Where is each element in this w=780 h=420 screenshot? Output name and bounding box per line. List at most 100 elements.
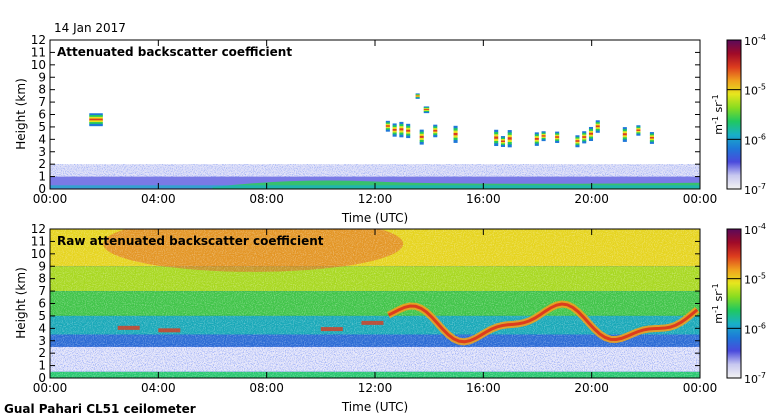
- cloud-cell: [595, 125, 600, 128]
- cloud-cell: [423, 106, 430, 108]
- x-tick-label: 04:00: [141, 192, 176, 206]
- cloud-cell: [582, 132, 587, 136]
- cloud-cell: [507, 139, 512, 143]
- x-axis-label-bottom: Time (UTC): [341, 400, 408, 414]
- cloud-cell: [541, 132, 546, 135]
- cloud-cell: [622, 137, 627, 140]
- cloud-cell: [588, 126, 594, 130]
- cloud-cell: [433, 128, 438, 131]
- y-tick-label: 5: [38, 120, 46, 134]
- cloud-cell: [406, 129, 411, 133]
- colorbar-tick-label: 10-5: [744, 272, 766, 287]
- x-tick-label: 00:00: [683, 192, 718, 206]
- date-label: 14 Jan 2017: [54, 21, 126, 35]
- x-tick-label: 16:00: [466, 192, 501, 206]
- cloud-cell: [507, 132, 512, 136]
- cloud-cell: [385, 123, 390, 126]
- cloud-cell: [575, 141, 580, 144]
- colorbar-top: 10-4 10-5 10-6 10-7 m-1 sr-1: [711, 33, 766, 197]
- y-tick-label: 0: [38, 182, 46, 196]
- cloud-band-core: [387, 302, 699, 344]
- cloud-cell: [385, 126, 390, 129]
- cloud-cell: [555, 139, 560, 142]
- cloud-cell: [541, 133, 546, 136]
- cloud-cell: [500, 139, 505, 142]
- cloud-cell: [649, 133, 654, 136]
- x-tick-label: 08:00: [249, 381, 284, 395]
- heatmap-bottom: [50, 229, 700, 378]
- y-tick-label: 7: [38, 95, 46, 109]
- cloud-cell: [385, 122, 390, 125]
- cloud-cell: [89, 123, 103, 127]
- colorbar-tick-label: 10-6: [744, 321, 766, 336]
- low-noise-texture: [50, 345, 700, 372]
- cloud-cell: [392, 123, 397, 126]
- cloud-cell: [649, 141, 654, 144]
- cloud-cell: [507, 142, 512, 145]
- y-tick-label: 9: [38, 259, 46, 273]
- cloud-cell: [582, 136, 587, 139]
- cloud-cell: [406, 123, 411, 127]
- cloud-cell: [636, 132, 641, 135]
- cloud-cell: [595, 122, 600, 125]
- cloud-cell: [392, 134, 397, 137]
- cloud-cell: [555, 137, 560, 140]
- cloud-cell: [385, 129, 390, 132]
- panel-title-bottom: Raw attenuated backscatter coefficient: [57, 234, 324, 248]
- cloud-cell: [575, 143, 580, 146]
- cloud-cell: [399, 126, 404, 129]
- cloud-cell: [575, 145, 580, 148]
- cloud-cell: [595, 130, 600, 133]
- cloud-cell: [588, 130, 594, 134]
- cloud-cell: [555, 134, 560, 137]
- cloud-cell: [507, 144, 512, 148]
- cloud-cell: [453, 137, 458, 141]
- cloud-cell: [433, 129, 438, 133]
- cloud-cell: [534, 134, 539, 137]
- cloud-cell: [494, 138, 499, 142]
- colorbar-tick-label: 10-4: [744, 222, 766, 237]
- cloud-cell: [399, 128, 404, 131]
- cloud-cell: [636, 129, 641, 132]
- cloud-cell: [423, 111, 430, 114]
- cloud-cell: [494, 132, 499, 135]
- cloud-cell: [494, 141, 499, 144]
- x-tick-label: 04:00: [141, 381, 176, 395]
- cloud-cell: [595, 127, 600, 130]
- x-axis-bottom: 00:00 04:00 08:00 12:00 16:00 20:00 00:00: [33, 229, 717, 395]
- colorbar-tick-label: 10-7: [744, 371, 766, 386]
- y-tick-label: 10: [31, 247, 46, 261]
- cloud-cell: [423, 110, 430, 113]
- cloud-cell: [453, 130, 458, 134]
- x-tick-label: 20:00: [574, 192, 609, 206]
- cloud-cell: [419, 139, 424, 143]
- cloud-cell: [555, 140, 560, 143]
- cloud-cell: [595, 128, 600, 132]
- x-axis-top: 00:00 04:00 08:00 12:00 16:00 20:00 00:00: [33, 40, 718, 206]
- y-tick-label: 8: [38, 272, 46, 286]
- cloud-cell: [392, 127, 397, 130]
- cloud-cell: [500, 143, 505, 146]
- cloud-cell: [582, 137, 587, 141]
- cloud-cell: [415, 94, 420, 96]
- cloud-cell: [500, 137, 505, 140]
- y-tick-label: 11: [31, 234, 46, 248]
- cloud-cell: [385, 125, 390, 128]
- cloud-cell: [595, 123, 600, 126]
- y-tick-label: 4: [38, 132, 46, 146]
- cloud-cell: [622, 129, 627, 132]
- cloud-cell: [534, 141, 539, 145]
- cloud-cell: [453, 132, 458, 136]
- cloud-cell: [406, 127, 411, 131]
- y-tick-label: 1: [38, 170, 46, 184]
- cloud-cell: [500, 140, 505, 143]
- cloud-cell: [649, 138, 654, 141]
- cloud-cell: [588, 134, 594, 138]
- cloud-cell: [636, 128, 641, 131]
- cloud-cell: [406, 135, 411, 139]
- cloud-cell: [622, 135, 627, 138]
- y-axis-label-bottom: Height (km): [14, 267, 28, 338]
- cloud-cell: [494, 143, 499, 147]
